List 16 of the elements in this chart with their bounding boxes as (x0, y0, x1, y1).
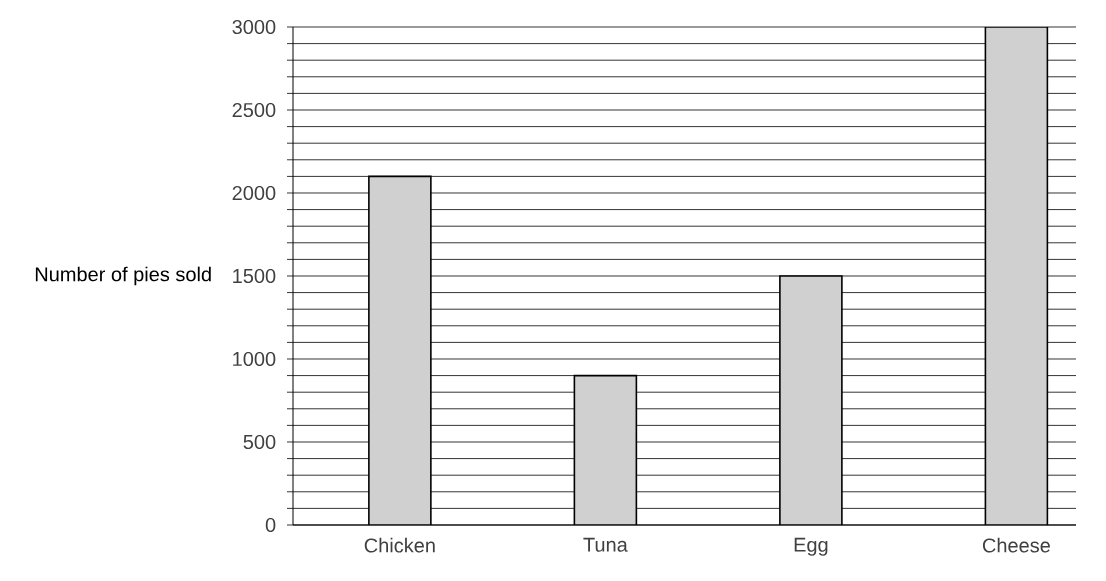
y-tick-label: 0 (265, 517, 276, 533)
y-tick-label: 2500 (232, 102, 276, 118)
y-tick-label: 1500 (233, 268, 276, 284)
bar (368, 175, 432, 525)
bar (573, 374, 638, 525)
y-axis-title: Number of pies sold (35, 266, 211, 286)
y-tick-label: 3000 (232, 19, 276, 35)
x-tick-label: Egg (794, 537, 828, 556)
x-tick-label: Cheese (982, 537, 1050, 553)
y-tick-label: 500 (243, 434, 276, 450)
x-tick-label: Tuna (583, 537, 628, 552)
x-tick-label: Chicken (364, 537, 435, 553)
y-tick-label: 1000 (233, 351, 276, 367)
bar (779, 275, 843, 525)
y-tick-label: 2000 (232, 185, 276, 201)
bar (984, 27, 1049, 525)
